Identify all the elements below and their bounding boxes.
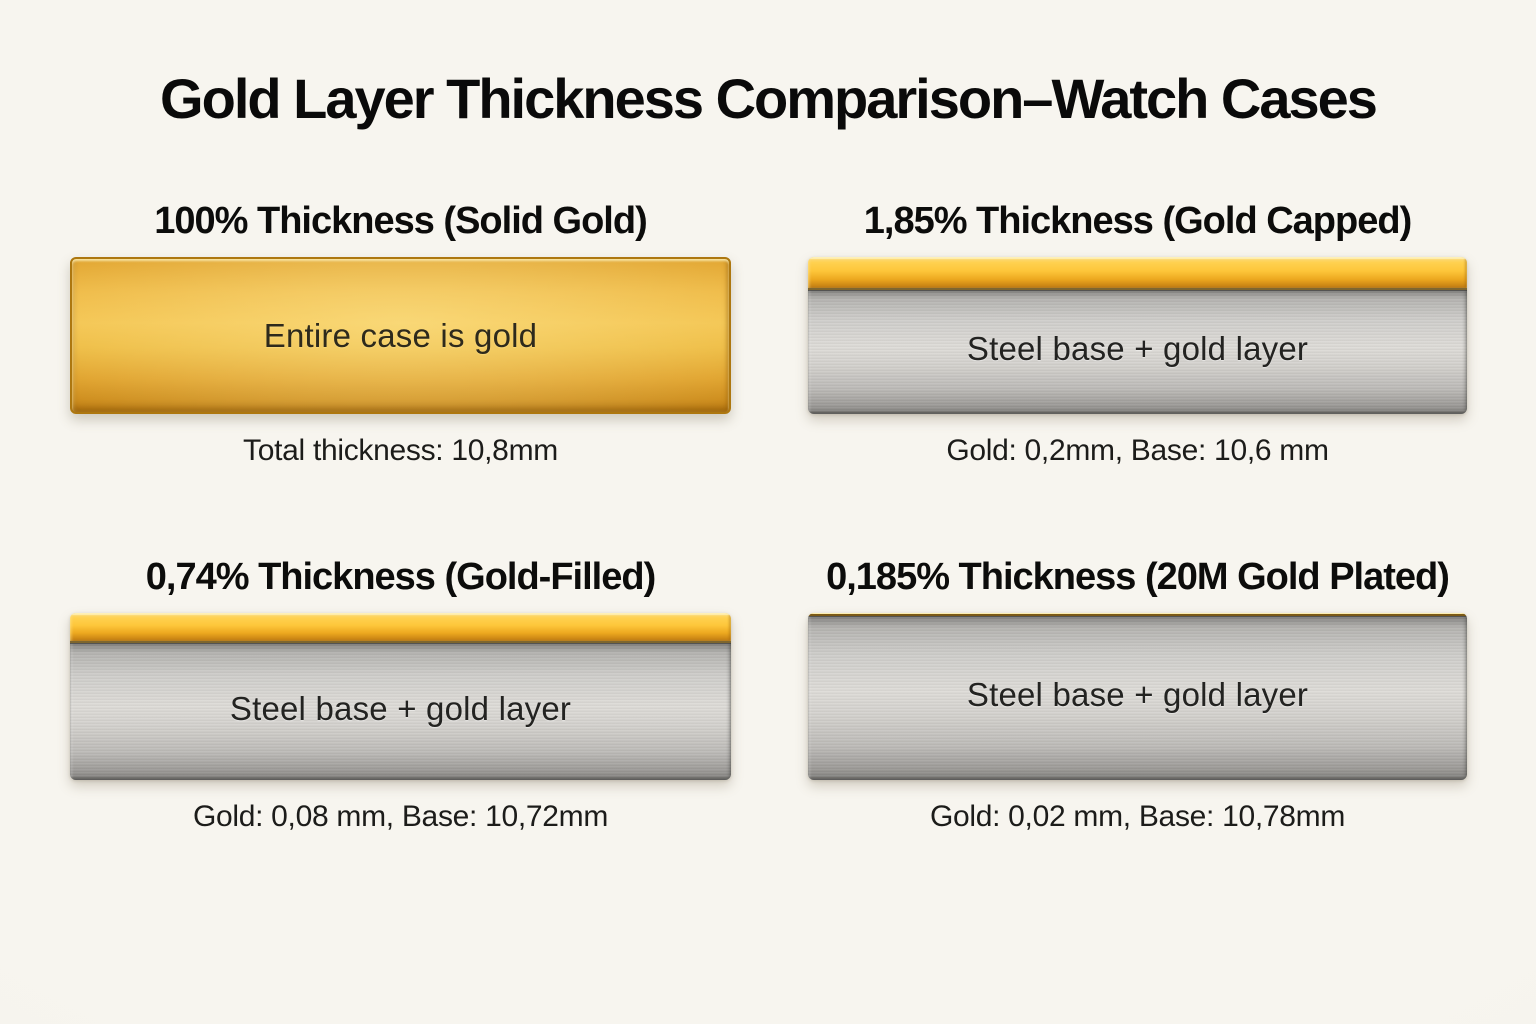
panel-gold-plated: 0,185% Thickness (20M Gold Plated) Steel… — [808, 554, 1467, 834]
steel-base: Steel base + gold layer — [808, 290, 1467, 414]
bar-label-gold-plated: Steel base + gold layer — [966, 676, 1309, 713]
gold-capped-bar: Steel base + gold layer — [808, 257, 1467, 414]
page-title: Gold Layer Thickness Comparison–Watch Ca… — [160, 67, 1378, 130]
caption-gold-plated: Gold: 0,02 mm, Base: 10,78mm — [929, 800, 1346, 833]
gold-layer — [808, 257, 1467, 290]
gold-layer — [808, 613, 1467, 616]
steel-base: Steel base + gold layer — [70, 643, 731, 780]
panel-heading-gold-capped: 1,85% Thickness (Gold Capped) — [863, 200, 1412, 242]
bar-label-gold-filled: Steel base + gold layer — [229, 689, 572, 727]
panel-heading-gold-filled: 0,74% Thickness (Gold-Filled) — [145, 556, 656, 598]
caption-gold-filled: Gold: 0,08 mm, Base: 10,72mm — [192, 800, 609, 833]
gold-layer — [70, 613, 731, 643]
steel-base: Steel base + gold layer — [808, 616, 1467, 780]
panel-heading-gold-plated: 0,185% Thickness (20M Gold Plated) — [826, 556, 1450, 598]
panel-heading-solid-gold: 100% Thickness (Solid Gold) — [154, 200, 647, 242]
caption-gold-capped: Gold: 0,2mm, Base: 10,6 mm — [946, 434, 1329, 467]
gold-filled-bar: Steel base + gold layer — [70, 613, 731, 780]
panel-gold-filled: 0,74% Thickness (Gold-Filled) Steel base… — [70, 554, 731, 834]
gold-plated-bar: Steel base + gold layer — [808, 613, 1467, 780]
panel-gold-capped: 1,85% Thickness (Gold Capped) Steel base… — [808, 198, 1467, 468]
panel-solid-gold: 100% Thickness (Solid Gold) Entire case … — [70, 198, 731, 468]
bar-label-solid-gold: Entire case is gold — [263, 317, 538, 354]
caption-solid-gold: Total thickness: 10,8mm — [243, 434, 558, 467]
solid-gold-bar: Entire case is gold — [70, 257, 731, 414]
bar-label-gold-capped: Steel base + gold layer — [966, 330, 1309, 367]
